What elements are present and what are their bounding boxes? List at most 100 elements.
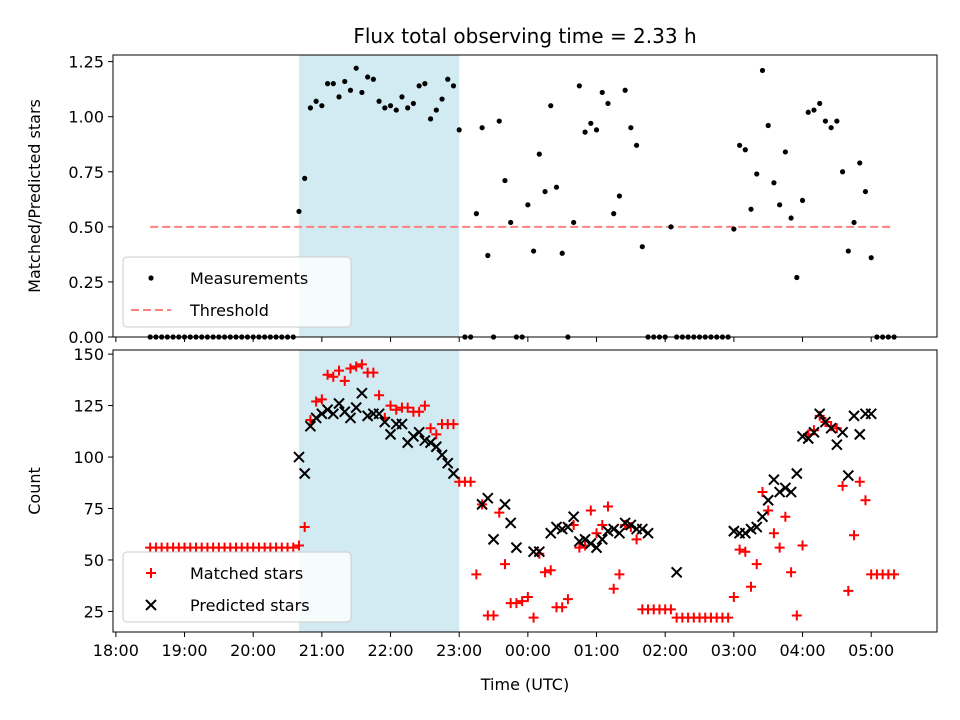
predicted-star-point [854,428,866,441]
matched-star-point [488,610,499,621]
y-tick-label: 125 [73,397,104,416]
measurement-point [754,171,760,177]
matched-star-point [591,528,602,539]
predicted-star-point [813,408,826,420]
predicted-star-point [585,537,597,550]
measurement-point [668,224,674,230]
measurement-point [387,103,394,109]
measurement-point [765,122,771,129]
matched-star-point [831,423,842,434]
predicted-star-point [762,494,774,506]
measurement-point [450,83,457,89]
x-tick-label: 19:00 [161,641,207,660]
measurement-point [759,67,766,74]
measurement-point [788,215,794,221]
predicted-star-point [436,449,448,461]
measurement-point [307,105,314,111]
predicted-star-point [791,467,803,480]
matched-star-point [740,546,751,557]
ratio-y-axis-label: Matched/Predicted stars [25,99,44,293]
measurement-point [553,184,560,190]
legend-entry-label: Matched stars [190,564,303,583]
measurement-point [405,105,411,111]
matched-star-point [843,585,854,596]
measurement-point [439,96,445,102]
matched-star-point [345,363,356,374]
measurement-point [422,81,428,87]
matched-star-point [351,361,362,372]
matched-star-point [368,367,379,378]
measurement-point [639,244,645,250]
legend-marker-measurements [148,275,154,281]
measurement-point [456,127,462,133]
measurement-point [319,103,325,109]
predicted-star-point [773,486,786,498]
x-tick-label: 04:00 [779,641,825,660]
predicted-star-point [670,566,683,579]
measurement-point [324,81,331,87]
count-legend [122,551,352,623]
measurement-point [616,193,623,199]
predicted-star-point [482,492,494,504]
matched-star-point [889,569,900,580]
predicted-star-point [567,511,580,523]
measurement-point [571,219,577,226]
measurement-point [508,219,514,226]
predicted-star-point [350,401,362,414]
predicted-star-point [607,523,620,535]
legend-entry-label: Threshold [189,301,269,320]
y-tick-label: 75 [84,499,104,518]
count-y-axis-label: Count [25,467,44,515]
matched-star-point [786,567,797,578]
x-axis-label: Time (UTC) [480,675,569,694]
x-tick-label: 05:00 [848,641,894,660]
matched-star-point [448,419,459,430]
predicted-star-point [831,438,843,451]
x-tick-label: 23:00 [436,641,482,660]
matched-star-point [402,402,413,413]
matched-star-point [494,507,505,518]
predicted-star-point [293,451,305,463]
matched-star-point [728,592,739,603]
measurement-point [834,118,840,124]
measurement-point [868,255,874,261]
matched-star-point [385,400,396,411]
x-tick-label: 01:00 [573,641,619,660]
matched-star-point [665,604,676,615]
measurement-point [588,120,594,126]
y-tick-label: 25 [84,602,104,621]
measurement-point [851,219,857,226]
matched-star-point [311,396,322,407]
matched-star-point [723,612,734,623]
measurement-point [736,142,743,148]
measurement-point [548,103,554,109]
measurement-point [370,76,376,82]
x-tick-label: 21:00 [299,641,345,660]
matched-star-point [774,542,785,553]
measurement-point [359,89,365,96]
measurement-point [376,98,382,104]
predicted-star-point [396,418,408,430]
measurement-point [593,127,600,133]
predicted-star-point [751,521,763,533]
matched-star-point [288,542,299,553]
matched-star-point [419,400,430,411]
predicted-star-point [424,436,437,449]
measurement-point [433,107,439,113]
matched-star-point [614,569,625,580]
predicted-star-point [333,397,345,410]
matched-star-point [597,519,608,530]
predicted-star-point [510,541,523,554]
predicted-star-point [808,426,820,439]
x-tick-label: 00:00 [505,641,551,660]
measurement-point [811,107,817,113]
predicted-star-point [579,533,591,546]
measurement-point [576,83,582,89]
predicted-star-point [356,387,368,399]
predicted-star-point [756,511,769,523]
measurement-point [342,78,348,85]
predicted-star-point [625,519,637,531]
predicted-star-point [373,408,385,420]
matched-star-point [391,404,402,415]
measurement-point [822,118,829,124]
